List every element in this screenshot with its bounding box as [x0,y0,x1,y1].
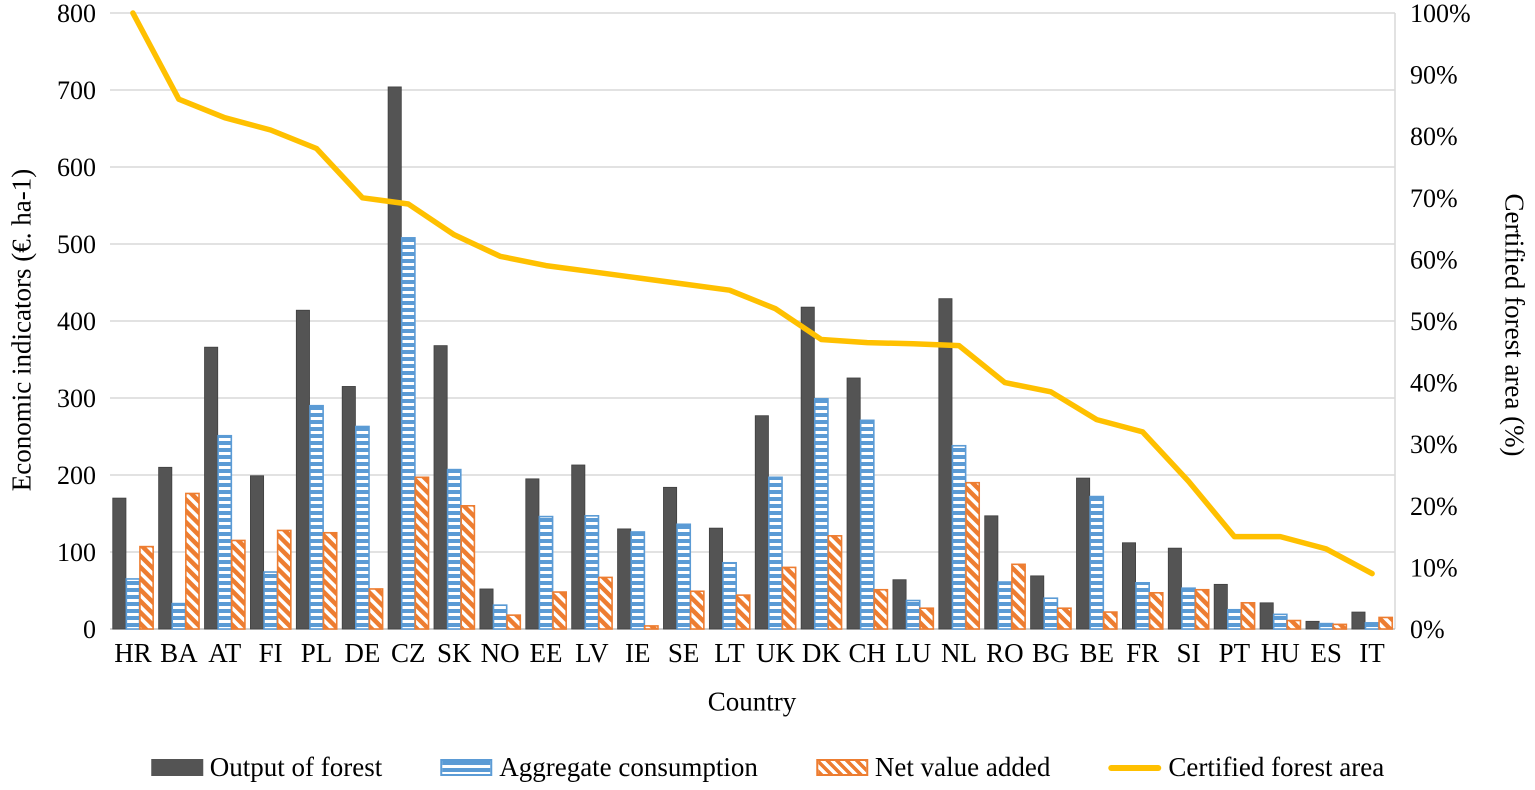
svg-text:NO: NO [481,638,520,668]
legend-label: Certified forest area [1168,752,1385,782]
legend-item-net-value-added: Net value added [815,752,1051,783]
x-axis-title: Country [707,686,797,717]
svg-text:BE: BE [1079,638,1114,668]
svg-text:HU: HU [1261,638,1300,668]
legend-item-output-of-forest: Output of forest [150,752,383,783]
svg-text:CZ: CZ [391,638,426,668]
legend-label: Output of forest [209,752,383,782]
svg-text:60%: 60% [1410,245,1458,274]
legend: Output of forest Aggregate consumption N… [150,752,1384,783]
svg-text:10%: 10% [1410,553,1458,582]
left-axis-title: Economic indicators (€. ha-1) [6,168,37,492]
dark-bar-swatch-icon [150,759,203,776]
svg-text:ES: ES [1310,638,1342,668]
svg-text:LV: LV [575,638,609,668]
svg-text:UK: UK [756,638,795,668]
svg-text:DE: DE [344,638,380,668]
svg-text:0%: 0% [1410,615,1445,644]
legend-item-aggregate-consumption: Aggregate consumption [440,752,758,783]
svg-text:FR: FR [1126,638,1159,668]
legend-item-certified-forest-area: Certified forest area [1108,752,1384,783]
svg-text:IE: IE [625,638,650,668]
svg-text:EE: EE [529,638,562,668]
svg-text:80%: 80% [1410,122,1458,151]
svg-text:IT: IT [1359,638,1385,668]
svg-text:AT: AT [208,638,242,668]
svg-text:NL: NL [941,638,977,668]
svg-text:BG: BG [1032,638,1070,668]
svg-text:LU: LU [895,638,931,668]
svg-text:70%: 70% [1410,184,1458,213]
svg-text:RO: RO [986,638,1024,668]
svg-text:800: 800 [57,0,96,28]
svg-text:FI: FI [259,638,283,668]
svg-text:BA: BA [160,638,198,668]
svg-text:0: 0 [83,615,96,644]
svg-text:CH: CH [848,638,886,668]
svg-text:100%: 100% [1410,0,1471,28]
svg-text:100: 100 [57,538,96,567]
svg-text:200: 200 [57,461,96,490]
svg-text:90%: 90% [1410,61,1458,90]
right-axis-title: Certified forest area (%) [1499,193,1530,457]
svg-text:SE: SE [668,638,700,668]
svg-text:DK: DK [802,638,841,668]
svg-text:20%: 20% [1410,492,1458,521]
svg-text:500: 500 [57,230,96,259]
svg-text:700: 700 [57,76,96,105]
blue-striped-bar-swatch-icon [440,759,493,776]
svg-text:HR: HR [114,638,152,668]
svg-text:SI: SI [1176,638,1200,668]
svg-text:600: 600 [57,153,96,182]
svg-text:LT: LT [714,638,745,668]
svg-text:40%: 40% [1410,369,1458,398]
legend-label: Aggregate consumption [499,752,758,782]
svg-text:PT: PT [1219,638,1251,668]
yellow-line-swatch-icon [1108,764,1162,771]
svg-text:30%: 30% [1410,430,1458,459]
svg-text:400: 400 [57,307,96,336]
legend-label: Net value added [874,752,1051,782]
svg-text:PL: PL [301,638,333,668]
svg-text:50%: 50% [1410,307,1458,336]
svg-text:300: 300 [57,384,96,413]
orange-striped-bar-swatch-icon [815,759,868,776]
svg-text:SK: SK [437,638,472,668]
